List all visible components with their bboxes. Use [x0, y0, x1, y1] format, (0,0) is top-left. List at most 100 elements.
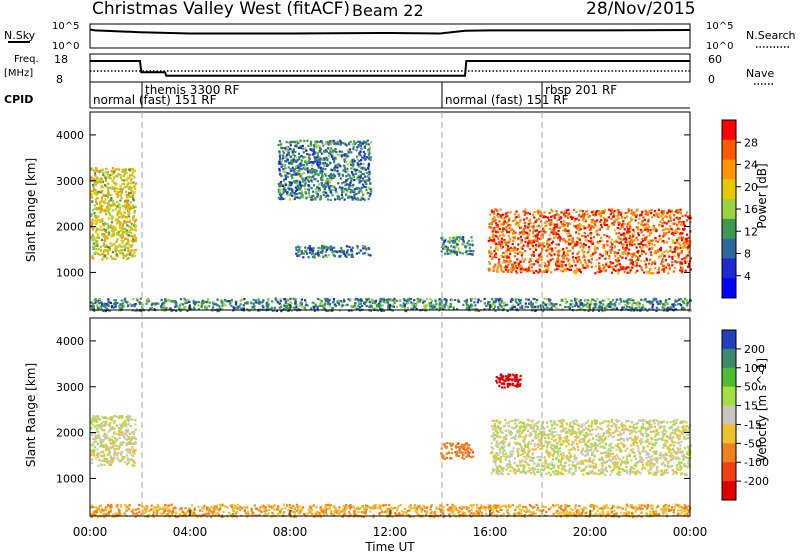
data-cell: [617, 223, 621, 226]
data-cell: [304, 299, 307, 302]
data-cell: [502, 305, 505, 308]
data-cell: [317, 246, 320, 249]
colorbar-tick-label: 16: [744, 203, 758, 216]
data-cell: [493, 220, 496, 223]
data-cell: [680, 250, 683, 253]
data-cell: [321, 167, 325, 170]
data-cell: [587, 216, 590, 219]
data-cell: [349, 148, 352, 151]
data-cell: [129, 207, 132, 210]
nsearch-label: N.Search: [746, 29, 796, 42]
data-cell: [161, 306, 164, 309]
data-cell: [505, 226, 508, 229]
data-cell: [629, 219, 633, 222]
data-cell: [279, 184, 282, 187]
data-cell: [440, 250, 443, 253]
data-cell: [345, 156, 348, 159]
data-cell: [663, 266, 666, 269]
data-cell: [489, 226, 492, 229]
data-cell: [470, 236, 473, 239]
data-cell: [359, 164, 362, 167]
data-cell: [684, 214, 687, 217]
data-cell: [129, 174, 132, 177]
data-cell: [104, 229, 107, 232]
data-cell: [542, 216, 545, 219]
data-cell: [512, 266, 515, 269]
data-cell: [681, 266, 684, 269]
data-cell: [356, 155, 359, 158]
data-cell: [360, 197, 363, 200]
data-cell: [362, 150, 365, 154]
data-cell: [104, 254, 107, 258]
data-cell: [109, 301, 113, 305]
data-cell: [590, 225, 593, 228]
data-cell: [314, 173, 317, 176]
data-cell: [493, 228, 496, 231]
data-cell: [581, 249, 584, 252]
data-cell: [548, 247, 551, 250]
data-cell: [108, 207, 111, 210]
data-cell: [350, 305, 354, 308]
data-cell: [121, 182, 124, 186]
data-cell: [684, 261, 687, 264]
data-cell: [500, 299, 503, 302]
data-cell: [131, 438, 134, 441]
data-cell: [94, 174, 97, 177]
data-cell: [94, 192, 97, 195]
data-cell: [362, 142, 365, 145]
data-cell: [386, 300, 389, 303]
data-cell: [293, 171, 296, 174]
data-cell: [548, 234, 551, 237]
data-cell: [494, 305, 497, 308]
data-cell: [606, 304, 609, 307]
data-cell: [543, 269, 546, 273]
data-cell: [429, 298, 432, 301]
data-cell: [633, 239, 636, 242]
data-cell: [311, 194, 315, 197]
data-cell: [289, 300, 292, 304]
data-cell: [616, 256, 620, 260]
data-cell: [368, 146, 371, 149]
data-cell: [418, 298, 422, 301]
data-cell: [123, 249, 126, 252]
data-cell: [91, 209, 95, 212]
data-cell: [328, 305, 331, 308]
data-cell: [146, 298, 149, 301]
data-cell: [613, 214, 616, 217]
data-cell: [561, 266, 564, 269]
nsky-tick-bottom: 10^0: [52, 41, 79, 52]
data-cell: [97, 455, 100, 458]
data-cell: [97, 234, 100, 237]
data-cell: [438, 300, 441, 303]
data-cell: [553, 305, 556, 308]
data-cell: [342, 181, 346, 184]
data-cell: [116, 222, 119, 225]
data-cell: [120, 299, 123, 302]
data-cell: [118, 224, 121, 227]
data-cell: [106, 227, 109, 230]
data-cell: [602, 244, 606, 248]
data-cell: [655, 212, 658, 215]
data-cell: [552, 240, 555, 243]
data-cell: [628, 305, 631, 309]
data-cell: [641, 246, 644, 249]
data-cell: [526, 232, 529, 235]
data-cell: [683, 241, 686, 244]
data-cell: [122, 254, 125, 257]
data-cell: [563, 210, 566, 213]
data-cell: [343, 198, 346, 201]
data-cell: [471, 304, 474, 307]
data-cell: [626, 215, 629, 218]
data-cell: [341, 142, 345, 145]
data-cell: [92, 177, 95, 180]
data-cell: [649, 229, 652, 232]
data-cell: [530, 304, 533, 307]
data-cell: [392, 299, 395, 302]
data-cell: [109, 204, 113, 207]
data-cell: [197, 301, 200, 304]
data-cell: [99, 426, 102, 429]
data-cell: [126, 257, 129, 260]
data-cell: [120, 187, 123, 190]
data-cell: [678, 261, 681, 264]
